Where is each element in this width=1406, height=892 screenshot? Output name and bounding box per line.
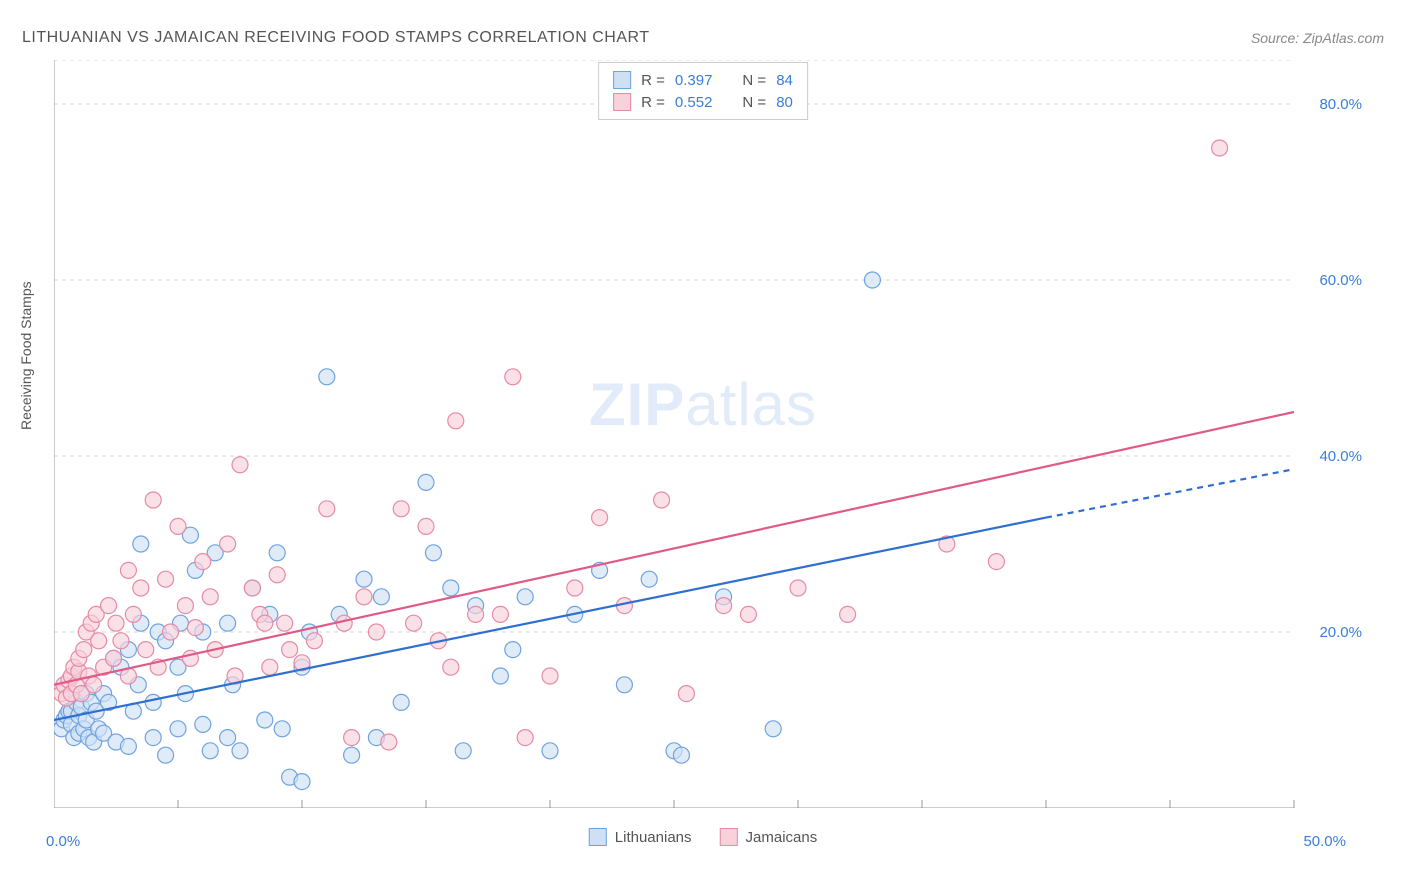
source-label: Source: ZipAtlas.com [1251, 30, 1384, 46]
legend-n-val: 80 [776, 94, 793, 111]
legend-r-label: R = [641, 94, 665, 111]
legend-n-label: N = [742, 94, 766, 111]
xaxis-tick-min: 0.0% [46, 833, 80, 850]
legend-item: Lithuanians [589, 828, 692, 846]
legend-series: Lithuanians Jamaicans [589, 828, 817, 846]
legend-swatch [613, 71, 631, 89]
legend-r-val: 0.397 [675, 72, 713, 89]
svg-text:60.0%: 60.0% [1319, 272, 1362, 289]
svg-text:20.0%: 20.0% [1319, 624, 1362, 641]
legend-correlation: R = 0.397 N = 84 R = 0.552 N = 80 [598, 62, 808, 120]
legend-n-val: 84 [776, 72, 793, 89]
legend-swatch [589, 828, 607, 846]
legend-swatch [720, 828, 738, 846]
svg-text:40.0%: 40.0% [1319, 448, 1362, 465]
chart-area: 20.0% 40.0% 60.0% 80.0% [54, 60, 1372, 808]
legend-row: R = 0.397 N = 84 [613, 69, 793, 91]
xaxis-tick-max: 50.0% [1303, 833, 1346, 850]
yaxis-label: Receiving Food Stamps [18, 281, 34, 430]
scatter-chart: 20.0% 40.0% 60.0% 80.0% [54, 60, 1372, 808]
svg-text:80.0%: 80.0% [1319, 96, 1362, 113]
legend-r-label: R = [641, 72, 665, 89]
legend-item: Jamaicans [720, 828, 818, 846]
legend-swatch [613, 93, 631, 111]
chart-container: LITHUANIAN VS JAMAICAN RECEIVING FOOD ST… [0, 0, 1406, 892]
legend-r-val: 0.552 [675, 94, 713, 111]
chart-title: LITHUANIAN VS JAMAICAN RECEIVING FOOD ST… [22, 29, 650, 47]
legend-n-label: N = [742, 72, 766, 89]
legend-label: Lithuanians [615, 829, 692, 846]
legend-label: Jamaicans [746, 829, 818, 846]
header: LITHUANIAN VS JAMAICAN RECEIVING FOOD ST… [22, 24, 1384, 52]
legend-row: R = 0.552 N = 80 [613, 91, 793, 113]
